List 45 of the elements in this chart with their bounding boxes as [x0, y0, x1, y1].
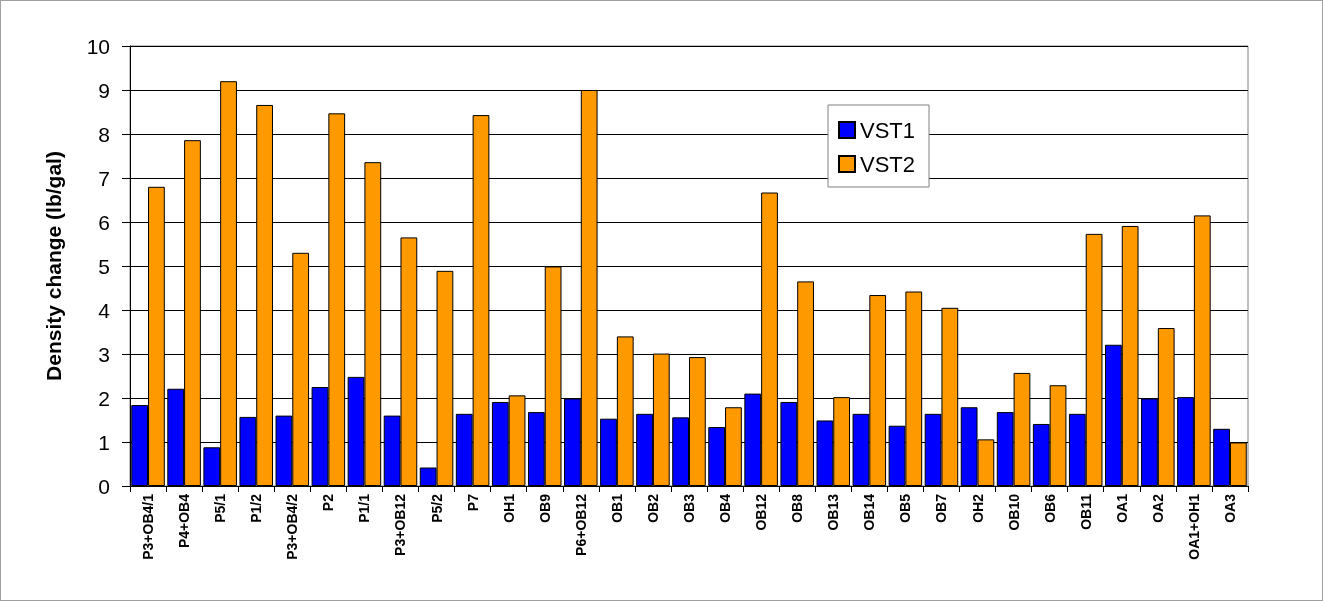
- x-tick-label: P3+OB4/2: [284, 493, 301, 560]
- x-tick-label: OB14: [861, 493, 878, 531]
- x-tick-label: OH1: [500, 493, 517, 523]
- y-tick-label: 2: [98, 386, 110, 410]
- y-tick-label: 7: [98, 166, 110, 190]
- y-tick-label: 6: [98, 210, 110, 234]
- x-tick-label: P6+OB12: [572, 493, 589, 556]
- x-tick-label: OH2: [969, 493, 986, 523]
- x-tick-label: P2: [320, 493, 337, 512]
- x-tick-label: OB3: [681, 493, 697, 523]
- x-tick-label: OA3: [1221, 493, 1238, 523]
- y-tick-label: 9: [98, 78, 110, 102]
- x-tick-label: OB8: [789, 493, 806, 523]
- x-tick-label: OB9: [536, 493, 553, 523]
- x-tick-label: P3+OB12: [392, 493, 409, 556]
- x-tick-label: P5/2: [428, 493, 445, 523]
- x-tick-label: OB4: [717, 493, 734, 523]
- y-tick-label: 3: [98, 342, 110, 366]
- x-tick-label: OA2: [1149, 493, 1166, 523]
- x-tick-label: OA1: [1113, 493, 1130, 523]
- y-tick-label: 10: [86, 34, 110, 58]
- x-tick-label: OB11: [1077, 493, 1094, 530]
- x-tick-label: P5/1: [212, 493, 229, 523]
- y-tick-label: 0: [98, 474, 110, 498]
- x-tick-label: P3+OB4/1: [140, 493, 157, 560]
- x-tick-label: OB2: [644, 493, 661, 523]
- legend-label: VST1: [860, 117, 916, 143]
- x-tick-label: OA1+OH1: [1185, 493, 1202, 560]
- x-tick-label: P7: [464, 493, 481, 512]
- x-tick-label: OB5: [897, 493, 914, 523]
- x-tick-label: OB10: [1005, 493, 1022, 531]
- x-tick-label: OB7: [933, 493, 950, 523]
- y-tick-label: 8: [98, 122, 110, 146]
- y-tick-label: 5: [98, 254, 110, 278]
- x-tick-label: OB13: [825, 493, 842, 531]
- x-tick-label: OB1: [608, 493, 625, 523]
- legend-label: VST2: [860, 151, 916, 177]
- y-tick-label: 1: [98, 430, 110, 454]
- x-tick-label: P4+OB4: [176, 493, 193, 549]
- y-axis-title: Density change (lb/gal): [42, 151, 65, 381]
- x-tick-label: P1/2: [248, 493, 265, 523]
- x-tick-label: OB6: [1041, 493, 1058, 523]
- x-tick-label: P1/1: [356, 493, 373, 523]
- x-tick-label: OB12: [753, 493, 770, 531]
- y-tick-label: 4: [98, 298, 111, 322]
